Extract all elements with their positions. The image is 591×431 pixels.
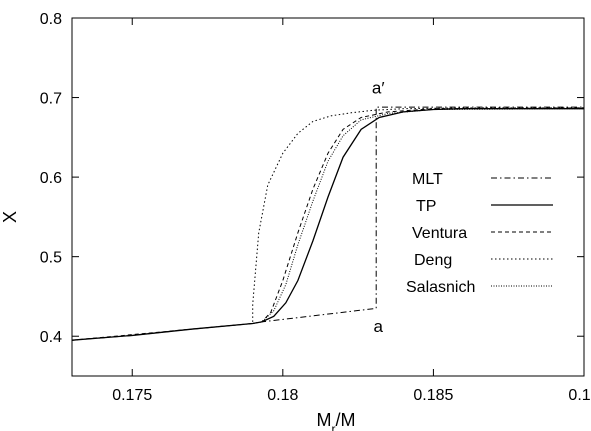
x-tick-label: 0.185	[413, 387, 453, 404]
y-tick-label: 0.5	[40, 250, 62, 267]
x-tick-label: 0.19	[568, 387, 591, 404]
series-line-deng	[252, 107, 584, 322]
annotation-label: a′	[372, 79, 385, 98]
x-axis-label: Mr/M	[317, 410, 356, 431]
plot-frame	[71, 17, 585, 377]
series-line-mlt	[72, 106, 584, 341]
legend-label: Salasnich	[406, 279, 475, 296]
x-tick-label: 0.18	[267, 387, 298, 404]
legend-label: MLT	[412, 171, 443, 188]
series-line-ventura	[72, 107, 584, 341]
legend-label: Ventura	[412, 225, 467, 242]
legend-label: Deng	[414, 252, 452, 269]
y-tick-label: 0.8	[40, 11, 62, 28]
legend-label: TP	[416, 198, 436, 215]
y-tick-label: 0.7	[40, 91, 62, 108]
series-line-salasnich	[252, 108, 584, 324]
y-tick-label: 0.4	[40, 329, 62, 346]
y-tick-label: 0.6	[40, 170, 62, 187]
annotation-label: a	[373, 317, 383, 336]
series-line-tp	[72, 108, 584, 341]
y-axis-label: X	[0, 211, 20, 223]
x-tick-label: 0.175	[112, 387, 152, 404]
